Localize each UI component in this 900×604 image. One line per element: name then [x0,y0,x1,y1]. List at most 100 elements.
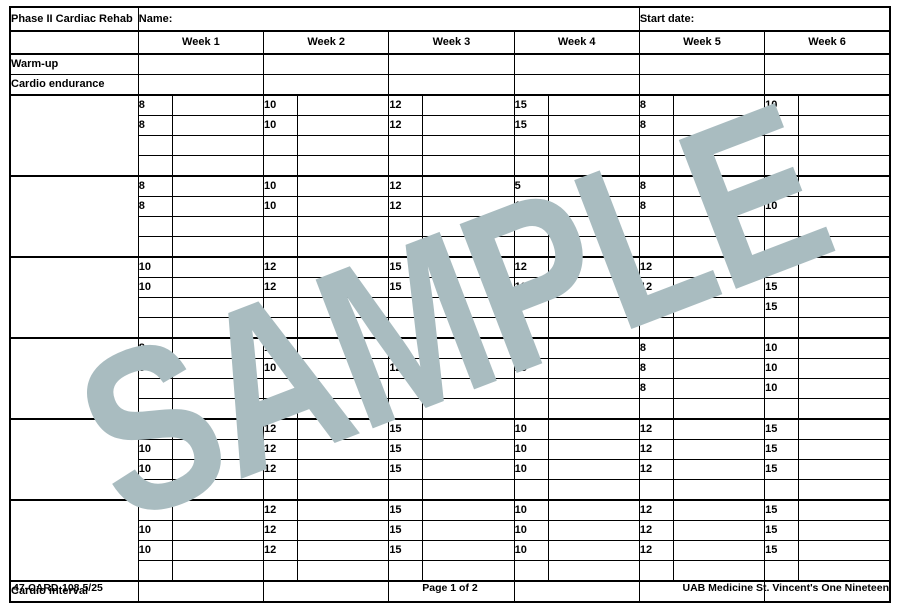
group-5-row-4-week-1-reps[interactable] [137,479,173,501]
group-1-row-2-week-6-reps[interactable]: 10 [764,115,800,136]
group-5-row-2-week-1-notes[interactable] [171,439,265,460]
group-6-row-3-week-6-notes[interactable] [798,540,891,561]
group-1-row-4-week-1-reps[interactable] [137,155,173,177]
group-4-row-1-week-4-notes[interactable] [547,337,640,359]
group-1-row-1-week-6-notes[interactable] [798,94,891,116]
group-2-row-1-week-5-reps[interactable]: 8 [638,175,674,197]
group-3-row-2-week-2-notes[interactable] [297,277,390,298]
group-2-row-1-week-5-notes[interactable] [672,175,766,197]
exercise-label-group-3[interactable] [9,256,139,339]
group-6-row-1-week-3-notes[interactable] [422,499,515,521]
group-3-row-3-week-2-reps[interactable] [263,297,299,318]
group-2-row-3-week-2-reps[interactable] [263,216,299,237]
group-5-row-2-week-4-reps[interactable]: 10 [513,439,549,460]
group-5-row-4-week-4-reps[interactable] [513,479,549,501]
cardio-endurance-week-1-cell[interactable] [137,74,265,96]
warm-up-week-2-cell[interactable] [263,53,390,75]
group-5-row-1-week-6-reps[interactable]: 15 [764,418,800,440]
group-3-row-2-week-3-notes[interactable] [422,277,515,298]
group-6-row-1-week-4-reps[interactable]: 10 [513,499,549,521]
group-4-row-1-week-3-reps[interactable]: 12 [388,337,424,359]
group-6-row-1-week-1-notes[interactable] [171,499,265,521]
group-6-row-4-week-4-reps[interactable] [513,560,549,582]
group-5-row-3-week-1-notes[interactable] [171,459,265,480]
group-4-row-2-week-2-reps[interactable]: 10 [263,358,299,379]
group-1-row-4-week-4-reps[interactable] [513,155,549,177]
group-6-row-3-week-1-reps[interactable]: 10 [137,540,173,561]
group-5-row-1-week-4-notes[interactable] [547,418,640,440]
group-2-row-3-week-5-reps[interactable] [638,216,674,237]
group-2-row-4-week-5-reps[interactable] [638,236,674,258]
group-4-row-2-week-6-reps[interactable]: 10 [764,358,800,379]
group-3-row-3-week-6-reps[interactable]: 15 [764,297,800,318]
group-5-row-4-week-5-reps[interactable] [638,479,674,501]
group-4-row-2-week-6-notes[interactable] [798,358,891,379]
group-5-row-2-week-3-reps[interactable]: 15 [388,439,424,460]
group-4-row-1-week-6-notes[interactable] [798,337,891,359]
group-3-row-1-week-1-reps[interactable]: 10 [137,256,173,278]
group-5-row-2-week-4-notes[interactable] [547,439,640,460]
group-3-row-4-week-2-notes[interactable] [297,317,390,339]
group-5-row-2-week-6-notes[interactable] [798,439,891,460]
group-1-row-2-week-1-notes[interactable] [171,115,265,136]
group-4-row-2-week-3-notes[interactable] [422,358,515,379]
exercise-label-group-4[interactable] [9,337,139,420]
group-3-row-1-week-3-notes[interactable] [422,256,515,278]
group-3-row-3-week-4-reps[interactable] [513,297,549,318]
group-4-row-4-week-3-notes[interactable] [422,398,515,420]
group-4-row-3-week-1-reps[interactable] [137,378,173,399]
group-5-row-3-week-3-reps[interactable]: 15 [388,459,424,480]
group-4-row-4-week-2-notes[interactable] [297,398,390,420]
group-2-row-1-week-4-notes[interactable] [547,175,640,197]
group-2-row-3-week-5-notes[interactable] [672,216,766,237]
group-6-row-3-week-6-reps[interactable]: 15 [764,540,800,561]
group-1-row-4-week-6-reps[interactable] [764,155,800,177]
group-4-row-3-week-3-notes[interactable] [422,378,515,399]
warm-up-week-6-cell[interactable] [764,53,891,75]
group-1-row-1-week-4-reps[interactable]: 15 [513,94,549,116]
group-4-row-2-week-1-notes[interactable] [171,358,265,379]
cardio-endurance-week-5-cell[interactable] [638,74,766,96]
group-1-row-3-week-1-notes[interactable] [171,135,265,156]
cardio-endurance-week-4-cell[interactable] [513,74,640,96]
group-3-row-2-week-4-reps[interactable]: 12 [513,277,549,298]
cardio-interval-week-5-cell[interactable] [638,580,766,603]
group-1-row-4-week-1-notes[interactable] [171,155,265,177]
group-6-row-2-week-4-notes[interactable] [547,520,640,541]
group-2-row-2-week-6-notes[interactable] [798,196,891,217]
cardio-endurance-week-3-cell[interactable] [388,74,515,96]
group-4-row-2-week-4-notes[interactable] [547,358,640,379]
group-2-row-2-week-1-notes[interactable] [171,196,265,217]
group-6-row-4-week-1-reps[interactable] [137,560,173,582]
group-4-row-3-week-3-reps[interactable] [388,378,424,399]
group-5-row-1-week-5-notes[interactable] [672,418,766,440]
group-5-row-4-week-3-notes[interactable] [422,479,515,501]
group-6-row-3-week-2-notes[interactable] [297,540,390,561]
group-5-row-2-week-6-reps[interactable]: 15 [764,439,800,460]
group-3-row-4-week-5-notes[interactable] [672,317,766,339]
exercise-label-group-2[interactable] [9,175,139,258]
group-6-row-2-week-1-notes[interactable] [171,520,265,541]
group-2-row-2-week-3-notes[interactable] [422,196,515,217]
group-3-row-3-week-3-reps[interactable] [388,297,424,318]
group-6-row-1-week-6-notes[interactable] [798,499,891,521]
group-3-row-3-week-6-notes[interactable] [798,297,891,318]
group-4-row-3-week-4-reps[interactable] [513,378,549,399]
group-2-row-1-week-2-notes[interactable] [297,175,390,197]
group-3-row-4-week-2-reps[interactable] [263,317,299,339]
group-6-row-1-week-6-reps[interactable]: 15 [764,499,800,521]
group-5-row-4-week-6-reps[interactable] [764,479,800,501]
group-5-row-1-week-1-reps[interactable]: 10 [137,418,173,440]
group-6-row-1-week-5-notes[interactable] [672,499,766,521]
group-1-row-2-week-5-reps[interactable]: 8 [638,115,674,136]
group-4-row-2-week-2-notes[interactable] [297,358,390,379]
group-1-row-1-week-2-reps[interactable]: 10 [263,94,299,116]
warm-up-week-5-cell[interactable] [638,53,766,75]
group-3-row-4-week-4-reps[interactable] [513,317,549,339]
group-1-row-2-week-3-notes[interactable] [422,115,515,136]
group-5-row-1-week-2-notes[interactable] [297,418,390,440]
exercise-label-group-5[interactable] [9,418,139,501]
group-5-row-3-week-6-notes[interactable] [798,459,891,480]
group-1-row-3-week-6-notes[interactable] [798,135,891,156]
group-4-row-4-week-3-reps[interactable] [388,398,424,420]
